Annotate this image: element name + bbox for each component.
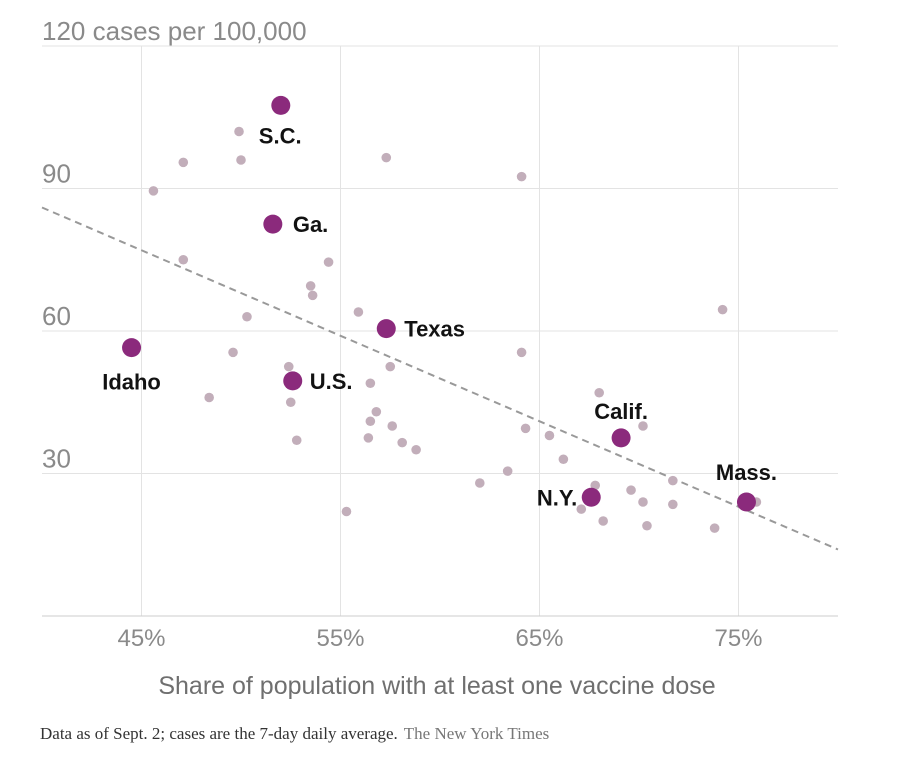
state-point xyxy=(234,126,244,137)
highlight-label: Calif. xyxy=(594,399,648,424)
state-point xyxy=(381,152,392,163)
highlighted-point xyxy=(271,95,291,115)
highlighted-point xyxy=(736,492,756,512)
x-tick-label: 75% xyxy=(714,625,762,652)
state-point xyxy=(283,361,294,372)
footnote-text: Data as of Sept. 2; cases are the 7-day … xyxy=(40,724,398,743)
state-point xyxy=(717,304,728,315)
x-tick-label: 55% xyxy=(316,625,364,652)
state-point xyxy=(638,421,648,431)
state-point xyxy=(242,311,252,322)
state-point xyxy=(544,430,555,441)
state-point xyxy=(305,281,316,291)
state-point xyxy=(626,485,636,495)
state-point xyxy=(598,516,608,526)
state-point xyxy=(341,506,352,517)
state-point xyxy=(475,478,485,488)
state-point xyxy=(228,347,238,358)
state-point xyxy=(590,480,601,491)
highlighted-point xyxy=(122,338,142,358)
state-point xyxy=(397,437,407,448)
state-point xyxy=(365,378,376,389)
state-point xyxy=(285,397,296,408)
y-tick-label: 30 xyxy=(42,444,71,474)
state-point xyxy=(307,290,318,301)
state-point xyxy=(411,444,421,455)
state-point xyxy=(291,435,302,446)
state-point xyxy=(668,499,678,510)
trend-line-group xyxy=(41,206,839,551)
state-point xyxy=(178,157,189,168)
tick-labels: 30 60 90 120 cases per 100,000 45% 55% 65% 75% xyxy=(42,16,763,652)
x-tick-label: 45% xyxy=(117,625,165,652)
state-point xyxy=(502,466,513,476)
trend-line xyxy=(41,206,839,551)
state-point xyxy=(323,257,334,267)
highlighted-point xyxy=(263,214,283,234)
highlight-label: Idaho xyxy=(102,370,161,395)
highlighted-point xyxy=(283,371,303,391)
y-tick-label: 60 xyxy=(42,301,71,331)
state-point xyxy=(594,387,604,398)
state-point xyxy=(516,347,527,358)
footnote: Data as of Sept. 2; cases are the 7-day … xyxy=(40,724,549,744)
highlighted-point xyxy=(581,487,601,507)
state-point xyxy=(576,504,587,514)
highlight-label: N.Y. xyxy=(537,485,577,510)
highlighted-point xyxy=(376,319,396,339)
highlight-label: Mass. xyxy=(716,460,777,485)
state-point xyxy=(387,421,398,431)
state-point xyxy=(204,392,214,403)
credit-text: The New York Times xyxy=(403,724,550,743)
state-point xyxy=(516,171,527,182)
state-point xyxy=(353,307,364,317)
state-point xyxy=(668,475,678,486)
state-point xyxy=(638,497,648,507)
state-point xyxy=(236,155,246,165)
state-point xyxy=(365,416,376,427)
state-point xyxy=(709,523,720,533)
state-point xyxy=(520,423,531,434)
highlight-label: Texas xyxy=(404,317,465,342)
state-point xyxy=(371,406,382,417)
x-tick-label: 65% xyxy=(515,625,563,652)
y-tick-label: 90 xyxy=(42,159,71,189)
highlighted-point xyxy=(611,428,631,448)
highlighted-points xyxy=(122,95,756,512)
state-point xyxy=(385,361,396,372)
highlight-labels: S.C. Ga. Texas Idaho U.S. Calif. N.Y. Mass. xyxy=(102,123,777,510)
y-tick-label: 120 cases per 100,000 xyxy=(42,16,307,46)
state-point xyxy=(363,433,374,443)
highlight-label: Ga. xyxy=(293,212,328,237)
state-point xyxy=(642,520,652,531)
x-axis-label: Share of population with at least one va… xyxy=(158,672,715,700)
state-point xyxy=(558,454,569,465)
state-point xyxy=(178,254,189,265)
state-point xyxy=(148,186,159,196)
highlight-label: U.S. xyxy=(310,369,353,394)
grid-lines xyxy=(42,45,838,617)
highlight-label: S.C. xyxy=(259,123,302,148)
